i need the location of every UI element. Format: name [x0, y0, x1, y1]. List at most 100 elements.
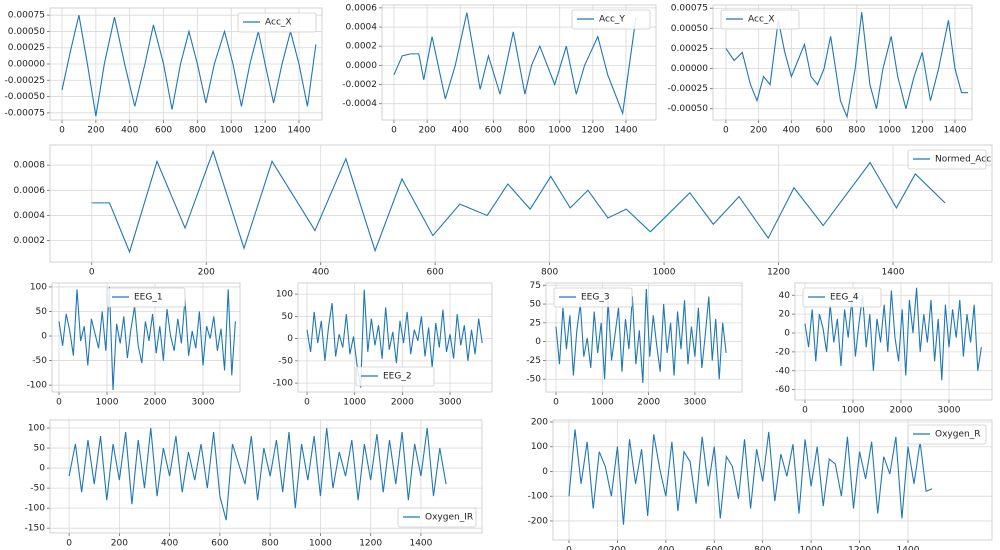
x-tick-label: 200: [111, 539, 128, 549]
series-line: [306, 289, 483, 388]
series-line: [725, 12, 969, 119]
legend-box: [397, 507, 477, 528]
x-tick-label: 400: [452, 126, 469, 136]
x-tick-label: 1400: [882, 268, 905, 278]
plot-frame: [794, 282, 993, 401]
y-tick-label: -150: [25, 524, 46, 534]
y-tick-label: 0.00050: [8, 27, 45, 37]
series-line: [804, 287, 982, 381]
legend-label: Acc_X: [265, 18, 292, 28]
y-tick-label: 0.00050: [671, 24, 708, 34]
y-tick-label: 100: [531, 442, 548, 452]
y-tick-label: 0.0004: [14, 211, 46, 221]
x-tick-label: 0: [66, 539, 72, 549]
x-tick-label: 3000: [683, 398, 706, 408]
y-tick-label: 50: [282, 312, 294, 322]
x-tick-label: 2000: [890, 406, 913, 416]
x-tick-label: 800: [189, 126, 206, 136]
plot-frame: [297, 282, 493, 393]
x-tick-label: 400: [783, 126, 800, 136]
legend-box: [106, 287, 186, 308]
y-tick-label: 0: [39, 464, 45, 474]
x-tick-label: 0: [391, 126, 397, 136]
legend-label: EEG_1: [134, 293, 163, 303]
x-tick-label: 200: [418, 126, 435, 136]
x-tick-label: 400: [312, 268, 329, 278]
x-tick-label: 1000: [591, 398, 614, 408]
y-tick-label: -100: [25, 504, 46, 514]
x-tick-label: 1200: [911, 126, 934, 136]
subplot: -50 -25 0 25 50 75 0 1000 2000 3000 EEG_3: [526, 281, 743, 408]
x-tick-label: 800: [754, 546, 771, 550]
series-line: [393, 12, 637, 116]
x-tick-label: 200: [609, 546, 626, 550]
y-tick-label: 0.00000: [671, 64, 708, 74]
series-line: [91, 149, 946, 254]
x-tick-label: 600: [427, 268, 444, 278]
x-tick-label: 0: [553, 398, 559, 408]
x-tick-label: 1400: [288, 126, 311, 136]
plot-frame: [49, 419, 483, 534]
x-tick-label: 0: [89, 268, 95, 278]
x-tick-label: 1200: [254, 126, 277, 136]
plot-frame: [49, 144, 993, 263]
legend-box: [802, 287, 882, 308]
x-tick-label: 1000: [220, 126, 243, 136]
x-tick-label: 600: [211, 539, 228, 549]
legend-box: [237, 12, 317, 33]
plot-frame: [545, 282, 743, 393]
legend-label: EEG_2: [383, 372, 412, 382]
x-tick-label: 1200: [581, 126, 604, 136]
x-tick-label: 1000: [343, 398, 366, 408]
x-tick-label: 800: [262, 539, 279, 549]
x-tick-label: 1000: [842, 406, 865, 416]
y-tick-label: -60: [775, 385, 790, 395]
y-tick-label: 0.0006: [346, 3, 378, 13]
x-tick-label: 800: [848, 126, 865, 136]
legend-label: Normed_Acc: [935, 155, 991, 165]
y-tick-label: 0.0006: [14, 186, 46, 196]
legend-box: [907, 424, 987, 445]
x-tick-label: 0: [304, 398, 310, 408]
x-tick-label: 1000: [878, 126, 901, 136]
legend-box: [355, 366, 435, 387]
y-tick-label: 50: [36, 307, 48, 317]
x-tick-label: 1200: [848, 546, 871, 550]
y-tick-label: 100: [28, 424, 45, 434]
y-tick-label: -0.00025: [668, 84, 708, 94]
y-tick-label: 0.00075: [8, 11, 45, 21]
y-tick-label: 0: [41, 332, 47, 342]
y-tick-label: 200: [531, 417, 548, 427]
legend-label: Acc_X: [748, 15, 775, 25]
x-tick-label: 400: [657, 546, 674, 550]
y-tick-label: 50: [530, 300, 542, 310]
y-tick-label: 40: [779, 291, 791, 301]
plot-frame: [552, 419, 993, 541]
subplot: -0.00075 -0.00050 -0.00025 0.00000 0.00025 0.…: [5, 7, 323, 136]
subplot: -200 -100 0 100 200 0 200 400 600 800 1000 1200 1400…: [528, 417, 993, 550]
y-tick-label: -50: [32, 356, 47, 366]
y-tick-label: -50: [278, 356, 293, 366]
x-tick-label: 800: [541, 268, 558, 278]
x-tick-label: 1000: [309, 539, 332, 549]
x-tick-label: 3000: [938, 406, 961, 416]
series-line: [61, 15, 317, 117]
y-tick-label: -100: [27, 381, 48, 391]
x-tick-label: 1400: [897, 546, 920, 550]
y-tick-label: 75: [530, 281, 541, 291]
legend-label: Oxygen_R: [935, 430, 980, 440]
subplot: -0.0004 -0.0002 0.0000 0.0002 0.0004 0.0006 0 2…: [342, 3, 657, 136]
legend-label: EEG_4: [830, 293, 859, 303]
y-tick-label: -20: [775, 347, 790, 357]
y-tick-label: 0: [784, 329, 790, 339]
y-tick-label: 50: [34, 444, 46, 454]
x-tick-label: 1200: [767, 268, 790, 278]
y-tick-label: -100: [273, 379, 294, 389]
legend-label: EEG_3: [581, 293, 610, 303]
series-line: [555, 288, 727, 384]
legend-label: Acc_Y: [599, 15, 625, 25]
y-tick-label: -25: [526, 356, 541, 366]
y-tick-label: 100: [30, 282, 47, 292]
legend-label: Oxygen_IR: [425, 513, 473, 523]
